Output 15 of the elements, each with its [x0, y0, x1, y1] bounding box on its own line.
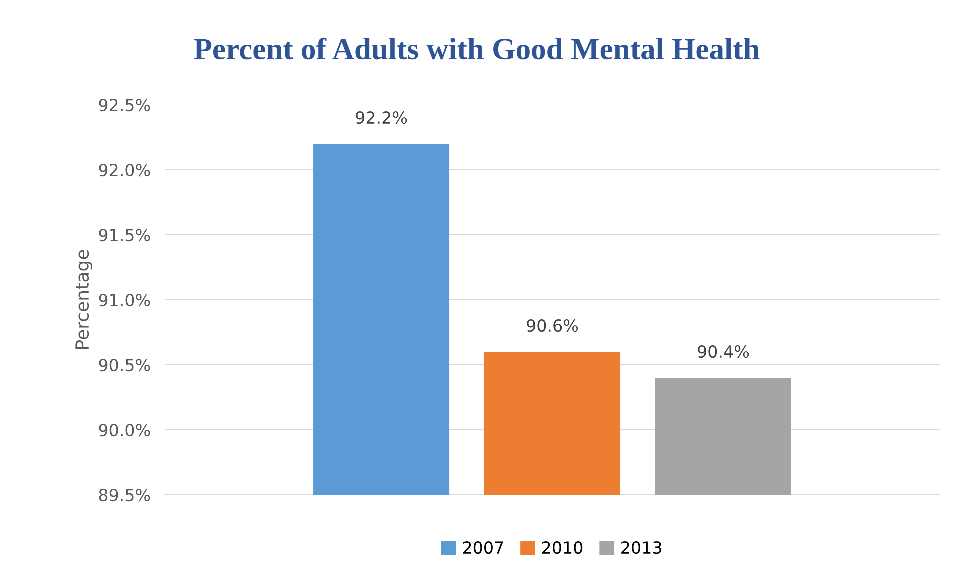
y-tick-label: 91.0% — [99, 294, 150, 307]
data-label: 90.6% — [527, 319, 578, 332]
y-axis-title: Percentage — [76, 250, 93, 350]
legend-label: 2013 — [622, 541, 662, 554]
y-tick-label: 89.5% — [99, 488, 150, 502]
legend-label: 2010 — [542, 541, 583, 554]
y-tick-label: 90.0% — [99, 424, 150, 437]
chart-title: Percent of Adults with Good Mental Health — [194, 38, 760, 60]
data-label: 92.2% — [356, 111, 408, 124]
y-tick-label: 92.0% — [99, 164, 150, 177]
y-tick-label: 91.5% — [99, 228, 150, 242]
data-label: 90.4% — [698, 345, 750, 358]
legend-label: 2007 — [463, 541, 504, 554]
y-tick-label: 92.5% — [99, 98, 150, 112]
y-tick-label: 90.5% — [99, 358, 150, 372]
